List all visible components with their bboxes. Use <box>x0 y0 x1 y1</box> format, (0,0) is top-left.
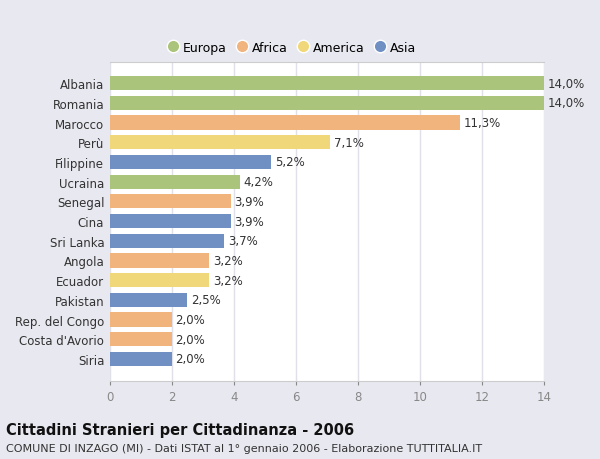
Text: 7,1%: 7,1% <box>334 136 364 150</box>
Text: 14,0%: 14,0% <box>547 97 585 110</box>
Text: 2,0%: 2,0% <box>176 313 205 326</box>
Bar <box>110 77 544 91</box>
Bar <box>110 234 224 248</box>
Bar <box>110 156 271 170</box>
Bar <box>110 116 460 130</box>
Text: COMUNE DI INZAGO (MI) - Dati ISTAT al 1° gennaio 2006 - Elaborazione TUTTITALIA.: COMUNE DI INZAGO (MI) - Dati ISTAT al 1°… <box>6 443 482 453</box>
Bar <box>110 214 230 229</box>
Text: 3,9%: 3,9% <box>235 215 264 228</box>
Text: 11,3%: 11,3% <box>464 117 501 130</box>
Bar <box>110 352 172 366</box>
Bar <box>110 293 187 307</box>
Bar <box>110 254 209 268</box>
Bar <box>110 195 230 209</box>
Legend: Europa, Africa, America, Asia: Europa, Africa, America, Asia <box>163 37 421 60</box>
Text: 4,2%: 4,2% <box>244 176 274 189</box>
Text: 3,2%: 3,2% <box>213 254 242 268</box>
Bar <box>110 332 172 347</box>
Bar <box>110 274 209 288</box>
Text: 3,7%: 3,7% <box>228 235 258 248</box>
Text: 5,2%: 5,2% <box>275 156 304 169</box>
Text: Cittadini Stranieri per Cittadinanza - 2006: Cittadini Stranieri per Cittadinanza - 2… <box>6 422 354 437</box>
Text: 2,0%: 2,0% <box>176 333 205 346</box>
Bar <box>110 136 330 150</box>
Text: 3,9%: 3,9% <box>235 196 264 208</box>
Bar <box>110 313 172 327</box>
Text: 3,2%: 3,2% <box>213 274 242 287</box>
Bar <box>110 96 544 111</box>
Text: 2,0%: 2,0% <box>176 353 205 366</box>
Text: 14,0%: 14,0% <box>547 78 585 90</box>
Text: 2,5%: 2,5% <box>191 294 221 307</box>
Bar <box>110 175 240 190</box>
